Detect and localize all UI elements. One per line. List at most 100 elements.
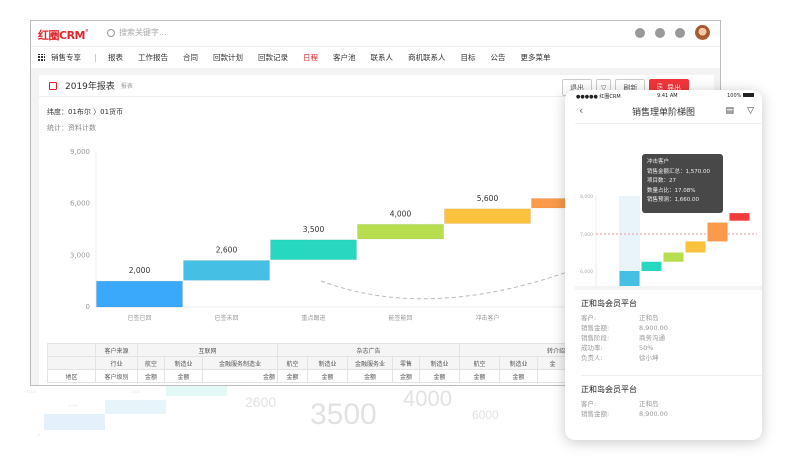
nav-item[interactable]: 日程 bbox=[303, 53, 318, 62]
table-cell bbox=[537, 369, 568, 383]
field-label: 客户: bbox=[581, 314, 597, 322]
table-header-cell: 航空 bbox=[137, 356, 165, 370]
ghost-label: 3,000 bbox=[26, 389, 37, 394]
mobile-title: 销售理单阶梯图 bbox=[631, 108, 695, 118]
nav-item[interactable]: 报表 bbox=[108, 53, 123, 62]
bar bbox=[270, 239, 357, 261]
table-header-cell: 杂志广告 bbox=[277, 343, 460, 357]
list-icon[interactable]: ▤ bbox=[725, 106, 734, 116]
tooltip-title: 冲击客户 bbox=[647, 159, 670, 165]
table-cell: 地区 bbox=[47, 369, 96, 383]
bar bbox=[685, 241, 706, 253]
data-label: 2,000 bbox=[129, 266, 151, 275]
nav-item[interactable]: 工作报告 bbox=[138, 53, 168, 62]
y-tick-label: 6,000 bbox=[580, 269, 593, 275]
ghost-label: 3500 bbox=[310, 398, 377, 431]
nav-item[interactable]: 商机联系人 bbox=[408, 53, 446, 62]
ghost-bar bbox=[105, 400, 166, 414]
table-header-cell: 航空 bbox=[277, 356, 308, 370]
logo[interactable]: 红圈CRM° bbox=[38, 28, 89, 42]
field-value: 正和岛 bbox=[639, 314, 659, 322]
search-input[interactable]: 搜索关键字... bbox=[107, 27, 167, 38]
stat-label: 统计：资料计数 bbox=[47, 124, 96, 132]
dimension-label: 纬度：01布尔 〉01货币 bbox=[47, 108, 124, 116]
record-card[interactable]: 正和岛会员平台 客户: 正和岛 销售金额: 8,900.00 bbox=[581, 384, 668, 419]
pivot-table: 客户来源 互联网 杂志广告 转介绍 行业 航空 制造业 金融服务制造业 航空 制造业 金融服务业 零售… bbox=[47, 343, 568, 383]
page-title: 2019年报表 bbox=[65, 82, 115, 92]
data-label: 4,000 bbox=[390, 209, 412, 218]
record-field: 客户: 正和岛 bbox=[581, 399, 668, 409]
bell-icon[interactable] bbox=[655, 27, 665, 38]
message-icon[interactable] bbox=[635, 27, 645, 38]
nav-item[interactable]: 联系人 bbox=[370, 53, 394, 62]
y-tick-label: 7,000 bbox=[580, 232, 593, 238]
nav-item[interactable]: 公告 bbox=[490, 53, 506, 62]
field-value: 50% bbox=[639, 344, 654, 352]
table-cell: 金额 bbox=[459, 369, 500, 383]
waterfall-chart: 9,000 6,000 3,000 0 2,000 已签已回 2,600 已签未回 3,500 重… bbox=[70, 148, 714, 322]
tooltip-line: 销售金额汇总：1,570.00 bbox=[647, 168, 710, 175]
table-cell: 金额 bbox=[347, 369, 393, 383]
table-cell: 金额 bbox=[202, 369, 278, 383]
record-field: 客户: 正和岛 bbox=[581, 313, 668, 323]
x-tick-label: 已签已回 bbox=[127, 314, 151, 322]
apps-grid-icon[interactable] bbox=[38, 54, 45, 61]
divider bbox=[581, 375, 762, 376]
table-header-cell: 金 bbox=[537, 356, 568, 370]
logo-text: 红圈CRM bbox=[38, 29, 86, 42]
back-icon[interactable]: ‹ bbox=[579, 104, 584, 117]
table-header-cell: 制造业 bbox=[307, 356, 348, 370]
y-tick-label: 9,000 bbox=[70, 148, 90, 156]
connector-arc bbox=[320, 259, 600, 300]
battery: 100% bbox=[727, 93, 754, 99]
nav-item[interactable]: 回款计划 bbox=[213, 53, 243, 62]
field-value: 8,900.00 bbox=[639, 410, 668, 418]
table-cell: 金额 bbox=[392, 369, 420, 383]
field-label: 销售金额: bbox=[581, 410, 610, 418]
table-header-cell: 客户来源 bbox=[95, 343, 138, 357]
filter-icon[interactable]: ▽ bbox=[747, 106, 754, 116]
bar bbox=[183, 260, 270, 281]
nav-item[interactable]: 更多菜单 bbox=[520, 53, 551, 62]
x-tick-label: 重点跟进 bbox=[301, 314, 325, 322]
bar bbox=[619, 271, 640, 286]
clock: 9:41 AM bbox=[657, 93, 678, 99]
table-header-cell bbox=[47, 343, 96, 357]
bar bbox=[707, 222, 728, 242]
avatar[interactable] bbox=[695, 25, 710, 40]
table-header-cell: 航空 bbox=[459, 356, 500, 370]
carrier: ●●●●● 红圈CRM bbox=[576, 94, 621, 100]
table-cell: 金额 bbox=[164, 369, 203, 383]
nav-brand[interactable]: 销售专享 bbox=[51, 53, 81, 62]
bar bbox=[641, 261, 662, 271]
table-header-cell: 制造业 bbox=[419, 356, 460, 370]
record-title: 正和岛会员平台 bbox=[581, 299, 637, 308]
table-header-cell: 互联网 bbox=[137, 343, 278, 357]
nav-item[interactable]: 回款记录 bbox=[258, 53, 288, 62]
table-header-cell: 制造业 bbox=[499, 356, 538, 370]
tooltip-line: 项目数：27 bbox=[647, 178, 676, 184]
record-card[interactable]: 正和岛会员平台 客户: 正和岛 销售金额: 8,900.00 销售阶段: 商务沟通 成功率: 5… bbox=[581, 298, 668, 363]
nav-item[interactable]: 合同 bbox=[183, 53, 198, 62]
table-header-cell: 零售 bbox=[392, 356, 420, 370]
chart-reflection: 2600 3500 4000 6000 2,000 2,600 3,000 0 bbox=[0, 386, 580, 459]
export-icon: ⎘ bbox=[657, 83, 663, 91]
field-value: 正和岛 bbox=[639, 400, 659, 408]
gear-icon[interactable] bbox=[675, 27, 685, 38]
record-field: 销售金额: 8,900.00 bbox=[581, 323, 668, 333]
search-placeholder: 搜索关键字... bbox=[119, 28, 167, 37]
ghost-label: 4000 bbox=[403, 386, 452, 411]
nav-bar: 销售专享 报表 工作报告 合同 回款计划 回款记录 日程 客户池 联系人 商机联系人 目标 公告 更多… bbox=[31, 46, 720, 68]
record-field: 负责人: 徐小坤 bbox=[581, 353, 668, 363]
chart-tooltip: 冲击客户 销售金额汇总：1,570.00 项目数：27 数量占比：17.08% … bbox=[642, 154, 723, 213]
record-field: 成功率: 50% bbox=[581, 343, 668, 353]
highlight-band bbox=[619, 196, 640, 286]
nav-item[interactable]: 目标 bbox=[460, 53, 476, 62]
ghost-label: 2,000 bbox=[68, 403, 79, 408]
nav-item[interactable]: 客户池 bbox=[333, 53, 356, 62]
bar bbox=[729, 213, 750, 221]
table-cell: 客户级别 bbox=[95, 369, 138, 383]
battery-text: 100% bbox=[727, 93, 742, 99]
bar bbox=[444, 208, 531, 224]
bar bbox=[96, 280, 183, 308]
